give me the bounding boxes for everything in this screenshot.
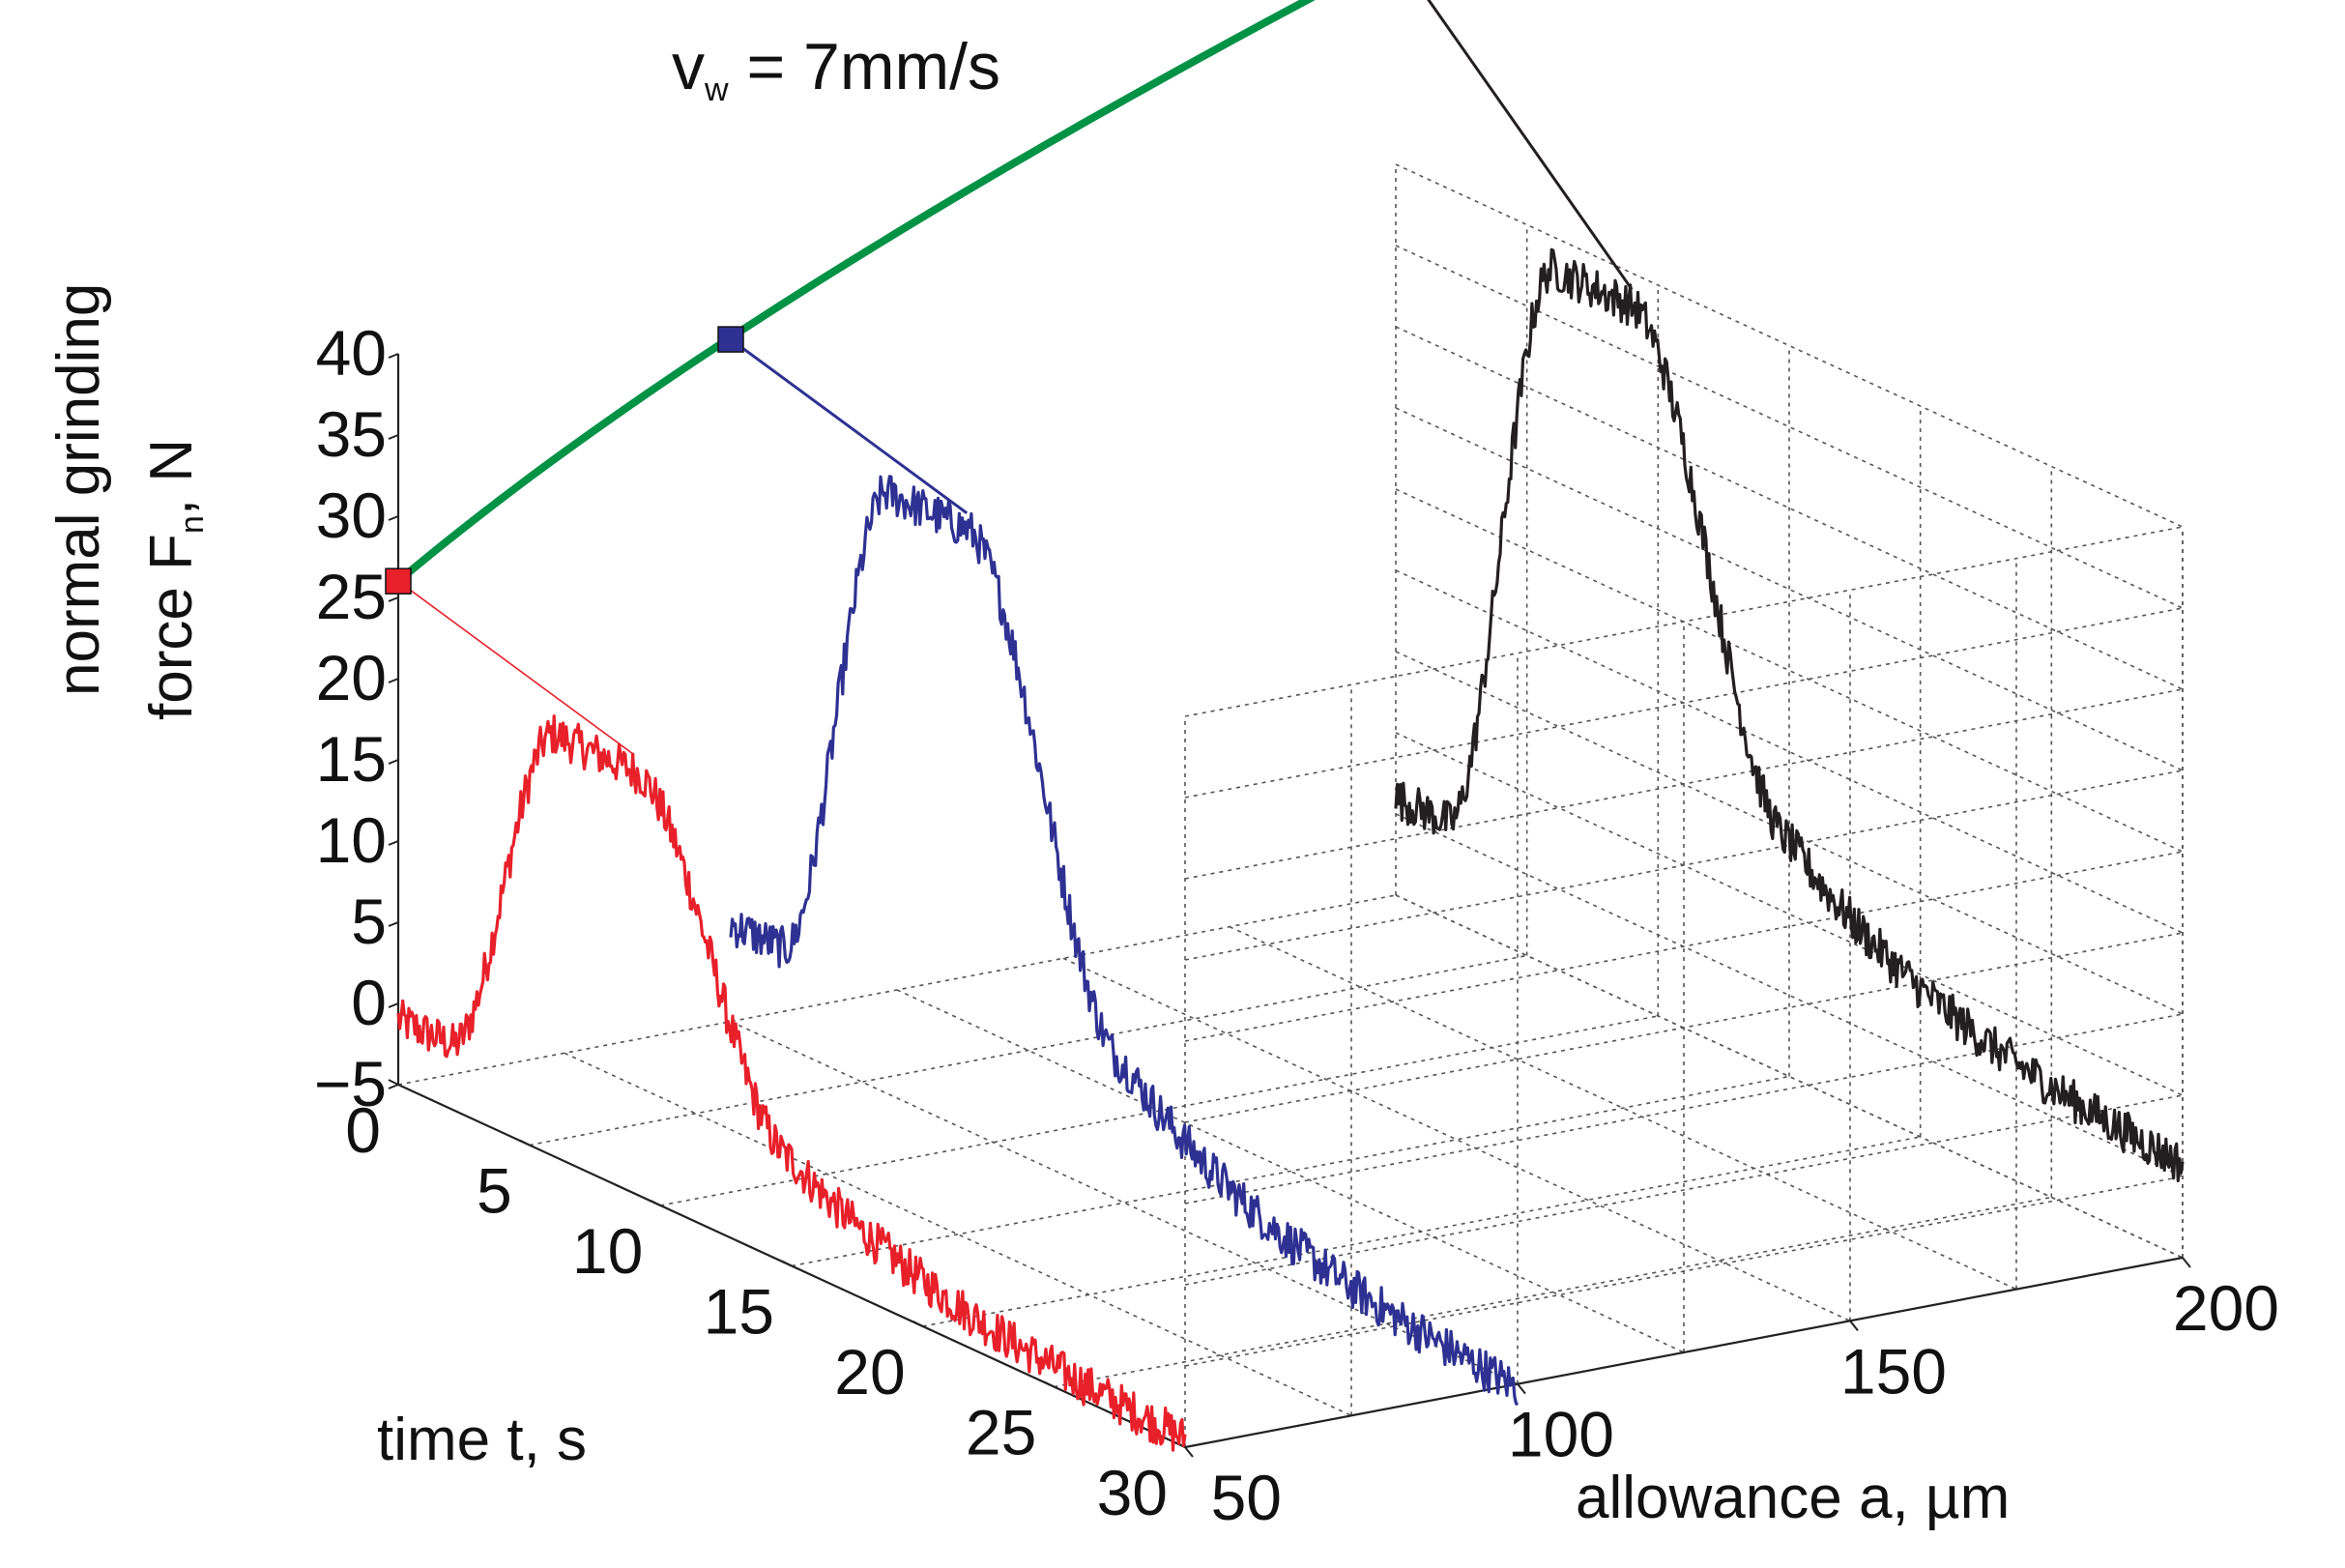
z-tick-mark (388, 678, 399, 683)
z-tick-label: 35 (316, 398, 387, 470)
y-tick-label: 20 (834, 1336, 905, 1408)
z-tick-label: 10 (316, 804, 387, 876)
y-tick-label: 5 (477, 1155, 512, 1227)
grid-line (1184, 1176, 2184, 1367)
z-tick-mark (388, 840, 399, 846)
z-axis-label-line1: normal grinding (45, 283, 112, 696)
peak-connector (397, 580, 635, 756)
series-layer (385, 0, 2185, 1452)
z-tick-label: 30 (316, 479, 387, 551)
series-line-100 (729, 475, 1520, 1407)
z-tick-mark (388, 434, 399, 440)
peak-connector (730, 337, 969, 514)
z-tick-label: 40 (316, 317, 387, 389)
y-tick-label: 30 (1097, 1457, 1168, 1528)
x-tick-label: 50 (1211, 1462, 1282, 1533)
y-tick-mark (650, 1200, 661, 1206)
grid-line (397, 894, 1397, 1086)
x-tick-label: 200 (2173, 1272, 2279, 1344)
z-tick-mark (388, 596, 399, 602)
grid-line (1184, 1013, 2184, 1205)
grid-line (922, 1136, 1921, 1327)
peak-connector (1427, 0, 1634, 291)
x-tick-label: 100 (1508, 1399, 1614, 1470)
axes-layer (388, 353, 2191, 1458)
peak-marker (385, 567, 412, 595)
y-tick-label: 10 (572, 1215, 643, 1287)
grid-line (1054, 1196, 2052, 1388)
z-tick-label: 5 (351, 886, 387, 957)
z-axis-label-line2: force Fn, N (138, 439, 211, 720)
z-tick-label: 25 (316, 561, 387, 632)
x-axis-label: allowance a, µm (1576, 1465, 2010, 1531)
x-tick-mark (2182, 1257, 2191, 1268)
z-tick-mark (388, 759, 399, 765)
y-tick-mark (912, 1321, 924, 1327)
y-tick-label: 0 (345, 1094, 381, 1166)
z-tick-label: 0 (351, 967, 387, 1038)
peak-marker (717, 326, 744, 353)
grid-line (529, 954, 1527, 1147)
y-tick-mark (781, 1260, 793, 1267)
z-tick-label: −5 (314, 1048, 387, 1119)
x-axis-line (1184, 1256, 2184, 1449)
y-tick-label: 15 (704, 1276, 774, 1348)
z-tick-label: 20 (316, 642, 387, 713)
grid-line (1184, 1094, 2184, 1286)
grid-line (791, 1075, 1790, 1267)
axis-labels: vw = 7mm/s normal grinding force Fn, N t… (45, 30, 2010, 1531)
series-line-200 (1394, 247, 2185, 1183)
z-tick-mark (388, 515, 399, 521)
z-tick-label: 15 (316, 723, 387, 795)
z-tick-mark (388, 353, 399, 359)
y-tick-mark (388, 1079, 399, 1086)
y-tick-label: 25 (966, 1397, 1036, 1468)
z-tick-mark (388, 1002, 399, 1008)
x-tick-mark (1517, 1383, 1526, 1395)
z-tick-mark (388, 1084, 399, 1089)
z-tick-mark (388, 921, 399, 927)
x-tick-mark (1184, 1446, 1194, 1458)
series-line-50 (396, 714, 1187, 1452)
grid-line (564, 1052, 1352, 1417)
y-axis-label: time t, s (377, 1407, 587, 1473)
x-tick-mark (1849, 1320, 1859, 1331)
max-force-curve (394, 0, 1316, 586)
y-tick-mark (1043, 1380, 1055, 1388)
y-tick-mark (519, 1139, 531, 1147)
chart-title: vw = 7mm/s (672, 30, 1000, 108)
x-tick-label: 150 (1840, 1335, 1947, 1407)
